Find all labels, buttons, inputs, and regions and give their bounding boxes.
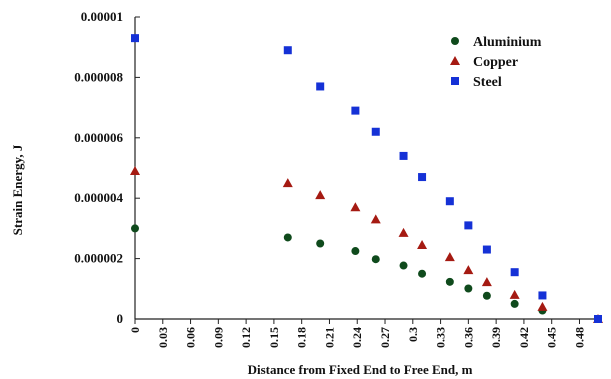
- aluminium-point: [464, 284, 473, 293]
- x-tick-label: 0.33: [434, 327, 448, 348]
- steel-point: [594, 315, 602, 323]
- x-axis-title: Distance from Fixed End to Free End, m: [248, 362, 473, 377]
- steel-point: [538, 291, 547, 300]
- aluminium-point: [482, 291, 491, 300]
- x-tick-label: 0.18: [295, 327, 309, 348]
- aluminium-point: [418, 269, 427, 278]
- aluminium-point: [351, 247, 360, 256]
- steel-point: [371, 127, 380, 136]
- steel-point: [399, 151, 408, 160]
- x-tick-label: 0.03: [156, 327, 170, 348]
- copper-point: [537, 301, 548, 311]
- copper-point: [315, 190, 326, 200]
- x-tick-label: 0.45: [545, 327, 559, 348]
- steel-point: [445, 197, 454, 206]
- copper-legend-marker: [450, 56, 460, 65]
- x-tick-label: 0.39: [489, 327, 503, 348]
- copper-point: [130, 166, 140, 176]
- copper-point: [481, 277, 492, 287]
- legend-label-copper: Copper: [473, 55, 518, 70]
- copper-point: [370, 214, 381, 224]
- x-tick-label: 0.06: [184, 327, 198, 348]
- y-tick-label: 0.000004: [74, 190, 123, 205]
- steel-point: [510, 268, 519, 277]
- copper-point: [398, 227, 409, 237]
- steel-point: [482, 245, 491, 254]
- steel-point: [464, 221, 473, 230]
- copper-point: [417, 240, 428, 250]
- steel-point: [316, 82, 325, 91]
- data-points: [130, 34, 603, 323]
- aluminium-legend-marker: [451, 37, 459, 45]
- x-tick-label: 0.42: [517, 327, 531, 348]
- aluminium-point: [371, 255, 380, 264]
- x-tick-label: 0.27: [378, 327, 392, 348]
- y-tick-label: 0.000006: [74, 130, 123, 145]
- axes: [134, 17, 598, 320]
- aluminium-point: [131, 224, 139, 233]
- copper-point: [444, 252, 455, 262]
- x-tick-label: 0.15: [267, 327, 281, 348]
- legend-label-aluminium: Aluminium: [473, 35, 542, 50]
- copper-point: [282, 178, 293, 188]
- copper-point: [350, 202, 361, 212]
- legend: Aluminium Copper Steel: [450, 35, 542, 90]
- x-tick-label: 0.12: [239, 327, 253, 348]
- x-axis-ticks: 0 0.03 0.06 0.09 0.12 0.15 0.18 0.21 0.24 0.27 0.3…: [128, 319, 586, 348]
- x-tick-label: 0.48: [572, 327, 586, 348]
- x-tick-label: 0.36: [461, 327, 475, 348]
- x-tick-label: 0.24: [350, 327, 364, 348]
- steel-point: [283, 46, 292, 55]
- x-tick-label: 0.21: [322, 327, 336, 348]
- copper-point: [509, 289, 520, 299]
- y-tick-label: 0.00001: [81, 9, 123, 24]
- copper-point: [463, 265, 474, 275]
- y-tick-label: 0: [117, 311, 124, 326]
- legend-label-steel: Steel: [473, 75, 502, 90]
- aluminium-point: [283, 233, 292, 242]
- steel-point: [351, 106, 360, 115]
- aluminium-point: [316, 239, 325, 248]
- aluminium-point: [445, 277, 454, 286]
- x-tick-label: 0.09: [211, 327, 225, 348]
- x-tick-label: 0.3: [406, 327, 420, 342]
- steel-point: [131, 34, 139, 43]
- x-tick-label: 0: [128, 327, 142, 333]
- steel-legend-marker: [451, 77, 459, 85]
- y-tick-label: 0.000008: [74, 69, 123, 84]
- aluminium-point: [399, 261, 408, 270]
- aluminium-point: [510, 299, 519, 308]
- y-axis-ticks: 0 0.000002 0.000004 0.000006 0.000008 0.00001: [74, 9, 140, 326]
- y-axis-title: Strain Energy, J: [10, 144, 25, 235]
- steel-point: [418, 173, 427, 182]
- y-tick-label: 0.000002: [74, 251, 123, 266]
